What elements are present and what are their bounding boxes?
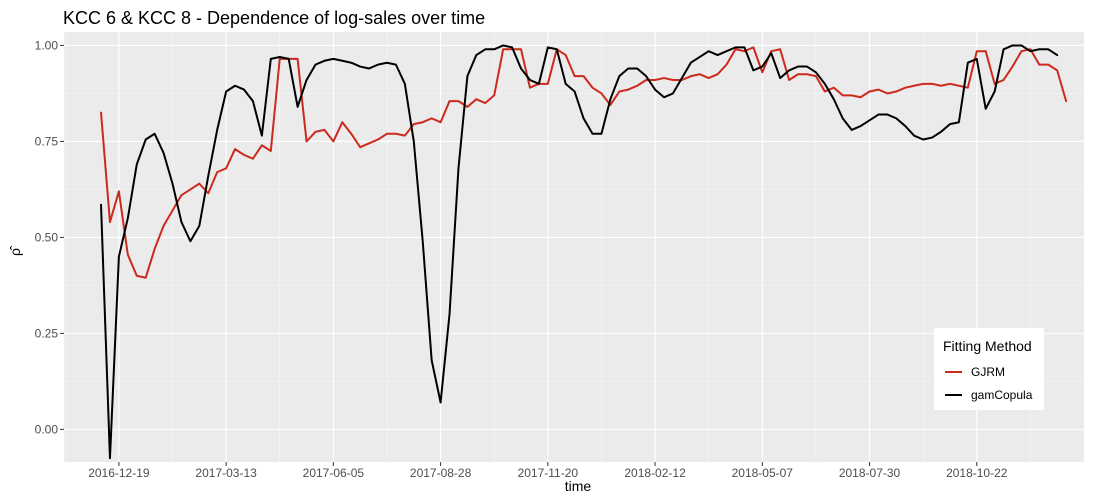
- legend-title: Fitting Method: [943, 338, 1032, 354]
- y-tick-label: 0.50: [35, 230, 59, 244]
- y-axis: 0.00 0.25 0.50 0.75 1.00: [35, 38, 64, 436]
- x-tick-label: 2017-06-05: [303, 466, 365, 480]
- series-line-gamcopula: [100, 44, 1059, 460]
- x-axis: 2016-12-19 2017-03-13 2017-06-05 2017-08-28…: [88, 462, 1008, 480]
- legend: Fitting Method GJRM gamCopula: [934, 328, 1044, 410]
- y-tick-label: 1.00: [35, 38, 59, 52]
- x-tick-label: 2017-03-13: [195, 466, 257, 480]
- y-axis-title: ρ̂: [7, 245, 23, 256]
- legend-label-gjrm: GJRM: [971, 365, 1005, 379]
- legend-label-gamcopula: gamCopula: [971, 388, 1033, 402]
- x-tick-label: 2018-07-30: [839, 466, 901, 480]
- x-tick-label: 2018-05-07: [732, 466, 794, 480]
- series-line-gjrm: [100, 46, 1068, 279]
- x-tick-label: 2017-11-20: [518, 466, 579, 480]
- legend-box: [934, 328, 1044, 410]
- x-tick-label: 2016-12-19: [88, 466, 150, 480]
- x-tick-label: 2018-10-22: [946, 466, 1008, 480]
- series-layer: [100, 44, 1068, 460]
- chart-title: KCC 6 & KCC 8 - Dependence of log-sales …: [63, 8, 485, 28]
- x-tick-label: 2018-02-12: [624, 466, 686, 480]
- y-tick-label: 0.00: [35, 422, 59, 436]
- x-axis-title: time: [565, 478, 592, 494]
- plot-panel: [64, 32, 1084, 462]
- grid-major: [64, 32, 1084, 462]
- x-tick-label: 2017-08-28: [410, 466, 472, 480]
- y-tick-label: 0.25: [35, 326, 59, 340]
- y-tick-label: 0.75: [35, 134, 59, 148]
